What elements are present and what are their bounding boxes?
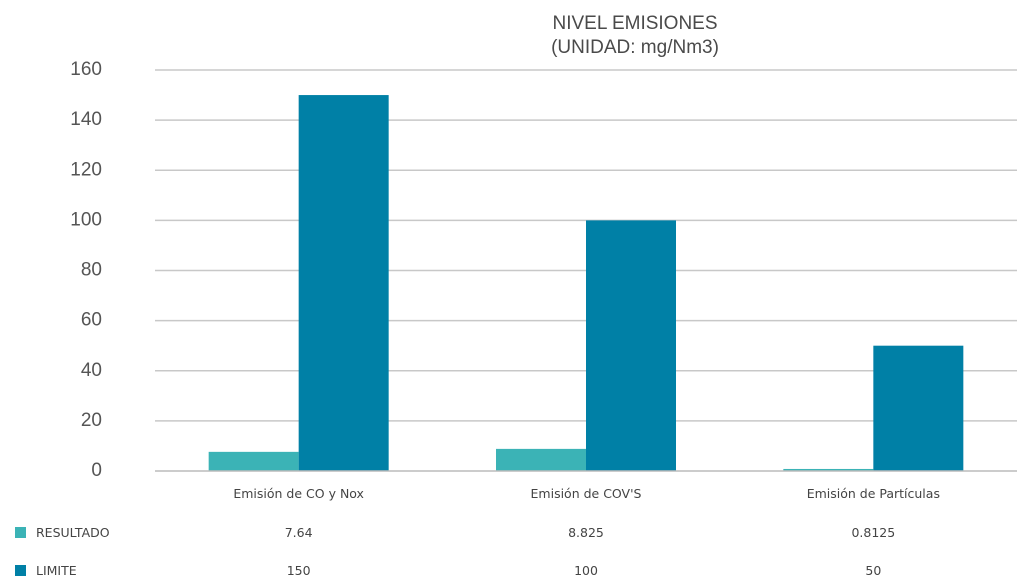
y-tick-label: 120 (70, 159, 102, 180)
chart-title: NIVEL EMISIONES (552, 13, 717, 34)
bar-resultado-3 (783, 468, 874, 471)
legend-swatch-limite (15, 565, 26, 576)
table-value: 150 (287, 563, 311, 577)
category-label: Emisión de Partículas (807, 486, 940, 501)
y-tick-label: 20 (81, 410, 102, 431)
y-tick-label: 140 (70, 109, 102, 130)
bar-limite-1 (298, 95, 389, 471)
bar-resultado-2 (496, 448, 586, 471)
category-label: Emisión de COV'S (531, 486, 642, 501)
category-labels: Emisión de CO y Nox Emisión de COV'S Emisi… (233, 486, 940, 501)
y-axis-ticks: 0 20 40 60 80 100 120 140 160 (70, 59, 102, 481)
bar-limite-2 (586, 220, 676, 471)
y-tick-label: 80 (81, 260, 102, 281)
legend-label-resultado: RESULTADO (36, 525, 110, 540)
bars (208, 95, 964, 471)
table-value: 7.64 (285, 525, 313, 540)
y-tick-label: 40 (81, 360, 102, 381)
y-tick-label: 100 (70, 209, 102, 230)
table-value: 0.8125 (851, 525, 895, 540)
y-tick-label: 0 (91, 460, 102, 481)
bar-resultado-1 (208, 451, 299, 471)
legend-label-limite: LIMITE (36, 563, 77, 577)
legend-swatch-resultado (15, 527, 26, 538)
bar-limite-3 (873, 345, 964, 471)
table-value: 8.825 (568, 525, 604, 540)
y-tick-label: 160 (70, 59, 102, 80)
chart-subtitle: (UNIDAD: mg/Nm3) (551, 37, 719, 58)
category-label: Emisión de CO y Nox (233, 486, 364, 501)
y-tick-label: 60 (81, 310, 102, 331)
data-table: RESULTADO 7.64 8.825 0.8125 LIMITE 150 100 50 (15, 525, 895, 577)
table-value: 50 (865, 563, 881, 577)
table-value: 100 (574, 563, 598, 577)
